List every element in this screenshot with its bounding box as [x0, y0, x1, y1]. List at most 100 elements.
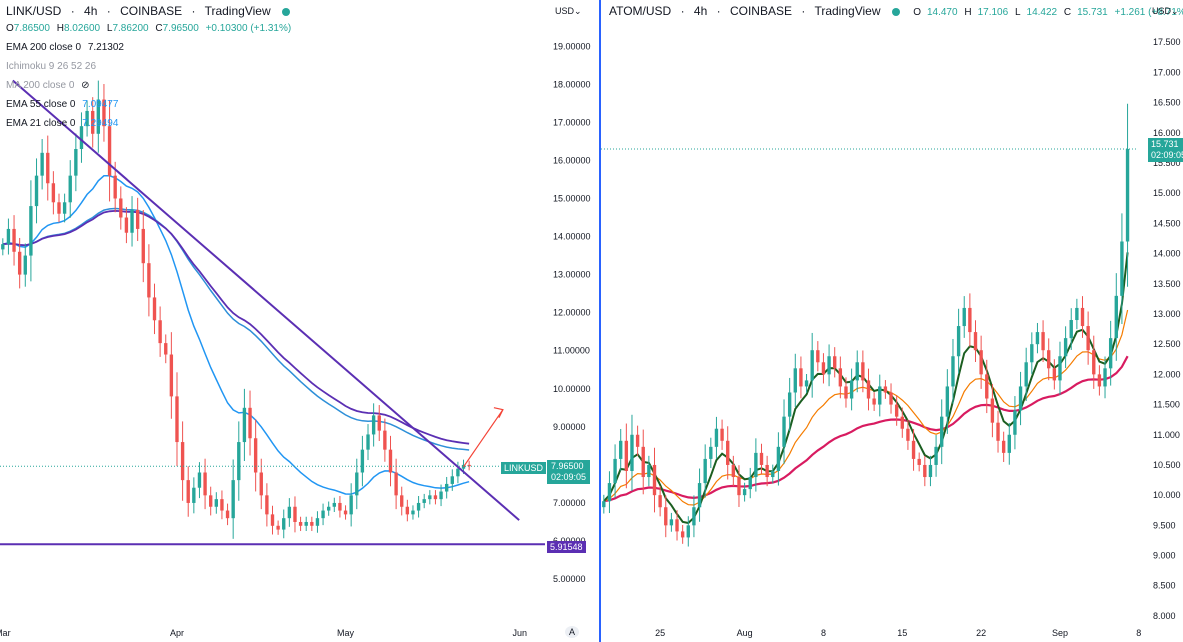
link-sep-3: · [191, 4, 196, 18]
indicator-ema-21[interactable]: EMA 21 close 0 7.29494 [6, 118, 118, 129]
indicator-ema-55[interactable]: EMA 55 close 0 7.09477 [6, 99, 118, 110]
link-symbol[interactable]: LINK/USD [6, 4, 62, 18]
link-chart-header: LINK/USD · 4h · COINBASE · TradingView [6, 4, 296, 18]
atom-chart-canvas[interactable]: 17.500 17.000 16.500 16.000 15.500 15.000 14.5… [601, 0, 1183, 642]
candle-body [692, 507, 696, 526]
candle-body [754, 452, 758, 478]
candle-body [742, 489, 747, 496]
y-tick-label: 9.000 [1153, 551, 1176, 561]
y-tick-label: 17.500 [1153, 37, 1181, 47]
market-open-dot-icon [281, 7, 290, 16]
candle-body [450, 476, 454, 484]
link-sep-1: · [70, 4, 75, 18]
indicator-ema-200[interactable]: EMA 200 close 0 7.21302 [6, 42, 124, 53]
candle-body [1114, 295, 1118, 339]
atom-high-key: H [964, 7, 972, 18]
auto-scale-icon[interactable]: A [565, 626, 579, 638]
candle-body [12, 228, 16, 252]
y-tick-label: 9.500 [1153, 520, 1176, 530]
y-tick-label: 16.500 [1153, 98, 1181, 108]
atom-symbol[interactable]: ATOM/USD [609, 4, 672, 18]
candle-body [338, 502, 342, 511]
atom-high-value: 17.106 [977, 7, 1009, 18]
candle-body [366, 434, 370, 450]
atom-close-key: C [1063, 7, 1072, 18]
candle-body [951, 356, 955, 387]
y-tick-label: 13.000 [1153, 309, 1181, 319]
candle-body [209, 495, 213, 507]
candle-body [602, 501, 606, 508]
candle-body [68, 175, 72, 203]
candle-body [461, 464, 466, 469]
hidden-eye-icon[interactable]: ⊘ [81, 80, 90, 91]
candle-body [1086, 326, 1090, 351]
candle-body [1097, 374, 1102, 387]
candle-body [34, 175, 39, 207]
candle-body [141, 228, 145, 264]
link-high-key: H [56, 23, 64, 34]
candle-body [17, 251, 22, 275]
candle-body [911, 440, 916, 459]
indicator-ema-21-value: 7.29494 [82, 118, 119, 129]
x-tick-label: 25 [655, 628, 665, 638]
indicator-ma-200[interactable]: MA 200 close 0 ⊘ [6, 80, 90, 91]
candle-body [703, 458, 707, 484]
candle-body [74, 149, 78, 176]
y-tick-label: 11.00000 [553, 346, 590, 356]
support-price-tag: 5.91548 [547, 541, 586, 553]
link-open-key: O [6, 23, 14, 34]
candle-body [197, 472, 202, 488]
atom-mid-ma-line [603, 309, 1129, 506]
atom-currency-text: USD [1152, 6, 1172, 16]
candle-body [1013, 410, 1017, 435]
atom-last-price: 15.731 [1151, 139, 1179, 149]
candle-body [652, 464, 657, 496]
x-tick-label: May [337, 628, 355, 638]
candle-body [917, 458, 921, 465]
candle-body [979, 350, 983, 375]
candle-body [1069, 320, 1073, 339]
candle-body [248, 407, 252, 439]
candle-body [51, 183, 56, 203]
candle-body [107, 126, 112, 176]
candle-body [878, 386, 882, 405]
link-interval[interactable]: 4h [84, 4, 98, 18]
atom-interval[interactable]: 4h [693, 4, 708, 18]
link-chart-pane[interactable]: 19.00000 18.00000 17.00000 16.00000 15.00000… [0, 0, 599, 642]
candle-body [231, 480, 235, 519]
link-currency-label[interactable]: USD⌄ [555, 6, 582, 17]
candle-body [827, 356, 831, 375]
candle-body [371, 415, 376, 435]
candle-body [821, 362, 826, 375]
candle-body [793, 368, 797, 393]
atom-currency-label[interactable]: USD⌄ [1152, 6, 1179, 17]
candle-body [85, 110, 89, 127]
indicator-ema-200-name: EMA 200 close 0 [6, 42, 82, 53]
link-high-value: 8.02600 [63, 23, 101, 34]
link-symbol-tag: LINKUSD [501, 462, 547, 474]
atom-sep-3: · [801, 4, 806, 18]
candle-body [726, 440, 730, 465]
candle-body [748, 477, 752, 490]
candle-body [383, 430, 387, 450]
candle-body [394, 472, 398, 496]
indicator-ichimoku[interactable]: Ichimoku 9 26 52 26 [6, 61, 96, 72]
x-tick-label: 22 [976, 628, 986, 638]
candle-body [433, 495, 438, 500]
link-change-value: +0.10300 (+1.31%) [205, 23, 292, 34]
y-tick-label: 14.00000 [553, 232, 591, 242]
candle-body [765, 464, 769, 478]
candle-body [428, 495, 432, 500]
atom-chart-pane[interactable]: 17.500 17.000 16.500 16.000 15.500 15.000 14.5… [601, 0, 1183, 642]
candle-body [242, 407, 247, 443]
x-tick-label: Aug [737, 628, 753, 638]
y-tick-label: 8.000 [1153, 611, 1176, 621]
candle-body [332, 502, 336, 507]
candle-body [6, 228, 11, 245]
y-tick-label: 10.000 [1153, 490, 1181, 500]
candle-body [849, 380, 854, 399]
candle-body [1030, 344, 1034, 363]
x-tick-label: Apr [170, 628, 184, 638]
link-chart-canvas[interactable]: 19.00000 18.00000 17.00000 16.00000 15.00000… [0, 0, 599, 642]
pane-divider[interactable] [599, 0, 601, 642]
